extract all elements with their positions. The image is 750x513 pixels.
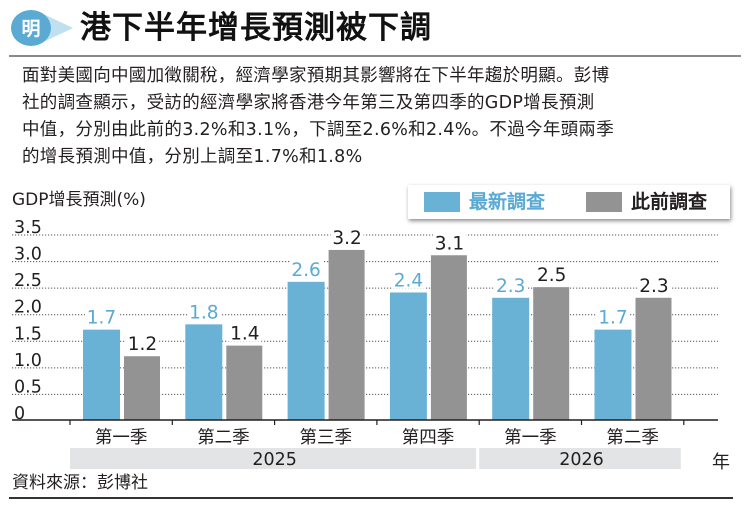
data-label-previous: 1.4: [230, 324, 259, 345]
y-tick-label: 0.5: [14, 377, 42, 397]
year-band: [479, 448, 681, 469]
label-bg: [535, 265, 569, 284]
label-bg: [432, 233, 466, 252]
y-tick-label: 3.0: [14, 245, 42, 265]
x-tick-label: 第一季: [95, 428, 148, 448]
logo-bubble-icon: [11, 10, 51, 46]
bar-previous: [226, 345, 263, 420]
data-label-latest: 2.6: [291, 260, 320, 281]
label-bg: [85, 307, 118, 326]
label-bg: [228, 323, 262, 342]
bar-previous: [124, 356, 160, 420]
x-tick-label: 第四季: [402, 428, 455, 448]
bar-latest: [389, 292, 427, 420]
source-divider: [9, 497, 733, 499]
legend-item-previous: 此前調查: [586, 192, 707, 212]
year-label: 2025: [252, 450, 297, 470]
bar-latest: [492, 297, 530, 420]
y-tick-label: 2.0: [14, 298, 42, 318]
label-bg: [596, 307, 630, 326]
bar-previous: [533, 287, 570, 420]
bar-previous: [430, 255, 467, 420]
logo-char: 明: [21, 18, 40, 40]
bar-previous: [635, 297, 672, 420]
bar-latest: [83, 329, 120, 420]
y-tick-label: 2.5: [14, 271, 42, 291]
intro-line: 的增長預測中值，分別上調至1.7%和1.8%: [22, 147, 363, 167]
y-tick-label: 3.5: [14, 218, 42, 238]
title-divider: [9, 55, 741, 57]
x-tick-label: 第二季: [606, 428, 659, 448]
x-tick-label: 第二季: [197, 428, 250, 448]
legend-swatch-latest: [424, 192, 460, 212]
label-bg: [637, 275, 671, 294]
y-tick-label: 0: [14, 404, 25, 424]
chart-legend: 最新調查 此前調查: [408, 185, 730, 219]
legend-item-latest: 最新調查: [424, 192, 545, 212]
bar-latest: [287, 281, 325, 420]
year-label: 2026: [559, 450, 604, 470]
y-axis-label: GDP增長預測(%): [12, 190, 146, 210]
intro-line: 社的調查顯示，受訪的經濟學家將香港今年第三及第四季的GDP增長預測: [22, 93, 595, 113]
year-band: [70, 448, 477, 469]
legend-label-previous: 此前調查: [631, 191, 708, 213]
data-label-previous: 1.2: [128, 334, 157, 355]
x-tick-label: 第三季: [300, 428, 353, 448]
bar-latest: [185, 324, 223, 420]
legend-swatch-previous: [586, 192, 622, 212]
label-bg: [391, 270, 425, 289]
data-label-previous: 3.1: [435, 233, 464, 254]
intro-line: 中值，分別由此前的3.2%和3.1%，下調至2.6%和2.4%。不過今年頭兩季: [22, 120, 615, 140]
bar-latest: [594, 329, 632, 420]
legend-label-latest: 最新調查: [469, 191, 546, 213]
x-tick-label: 第一季: [504, 428, 557, 448]
intro-line: 面對美國向中國加徵關稅，經濟學家預期其影響將在下半年趨於明顯。彭博: [22, 66, 610, 86]
page-title: 港下半年增長預測被下調: [80, 10, 432, 46]
label-bg: [289, 259, 323, 278]
data-label-previous: 3.2: [332, 228, 361, 249]
label-bg: [494, 275, 528, 294]
data-label-latest: 1.7: [598, 308, 627, 329]
data-label-latest: 1.8: [189, 302, 218, 323]
data-label-latest: 2.3: [496, 276, 525, 297]
data-label-latest: 2.4: [394, 270, 423, 291]
x-axis-unit-label: 年: [712, 452, 730, 473]
gdp-forecast-chart: GDP增長預測(%) 0 0.5 1.0 1.5 2.0 2.5 3.0 3.5 2025 20…: [12, 190, 730, 473]
label-bg: [330, 227, 364, 246]
label-bg: [126, 334, 159, 353]
data-label-previous: 2.5: [537, 265, 566, 286]
y-tick-label: 1.5: [14, 324, 42, 344]
source-note: 資料來源：彭博社: [12, 473, 148, 493]
y-tick-label: 1.0: [14, 351, 42, 371]
intro-paragraph: 面對美國向中國加徵關稅，經濟學家預期其影響將在下半年趨於明顯。彭博 社的調查顯示…: [22, 63, 732, 171]
bar-previous: [328, 249, 365, 420]
data-label-previous: 2.3: [639, 276, 668, 297]
data-label-latest: 1.7: [87, 308, 116, 329]
ming-pao-logo: 明: [11, 10, 73, 46]
label-bg: [187, 302, 221, 321]
